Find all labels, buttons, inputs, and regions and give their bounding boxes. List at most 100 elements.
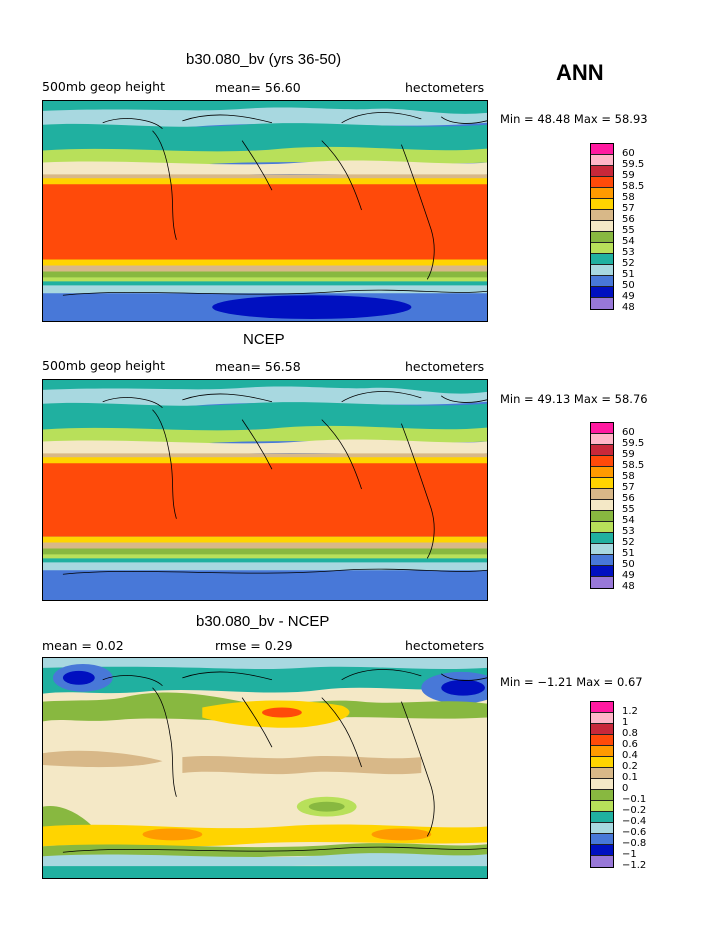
panel2-swatch <box>591 478 613 489</box>
panel2-swatch <box>591 544 613 555</box>
panel2-swatch <box>591 533 613 544</box>
panel2-swatch <box>591 566 613 577</box>
colorbar-label: 52 <box>622 537 635 548</box>
panel3-swatch <box>591 702 613 713</box>
colorbar-label: 48 <box>622 581 635 592</box>
colorbar-label: 56 <box>622 493 635 504</box>
colorbar-label: 53 <box>622 526 635 537</box>
panel2-variable-label: 500mb geop height <box>42 358 165 373</box>
colorbar-label: 57 <box>622 203 635 214</box>
panel3-swatch <box>591 812 613 823</box>
panel2-colorbar <box>590 422 614 589</box>
panel3-swatch <box>591 856 613 867</box>
colorbar-label: 1 <box>622 717 629 728</box>
panel3-minmax-label: Min = −1.21 Max = 0.67 <box>500 675 643 689</box>
colorbar-label: 0.1 <box>622 772 638 783</box>
colorbar-label: 51 <box>622 548 635 559</box>
panel3-swatch <box>591 713 613 724</box>
panel3-swatch <box>591 746 613 757</box>
panel1-swatch <box>591 199 613 210</box>
panel3-colorbar-labels: 1.2 1 0.8 0.6 0.4 0.2 0.1 0 −0.1 −0.2 −0… <box>622 706 646 871</box>
colorbar-label: 58 <box>622 471 635 482</box>
colorbar-label: 59.5 <box>622 438 645 449</box>
panel2-swatch <box>591 489 613 500</box>
colorbar-label: 49 <box>622 291 635 302</box>
colorbar-label: 58.5 <box>622 181 645 192</box>
panel3-rmse-label: rmse = 0.29 <box>215 638 293 653</box>
colorbar-label: 0.4 <box>622 750 638 761</box>
panel3-units-label: hectometers <box>405 638 485 653</box>
panel1-mean-label: mean= 56.60 <box>215 80 301 95</box>
panel1-colorbar <box>590 143 614 310</box>
panel3-colorbar <box>590 701 614 868</box>
panel2-swatch <box>591 511 613 522</box>
colorbar-label: 52 <box>622 258 635 269</box>
colorbar-label: 60 <box>622 148 635 159</box>
panel1-swatch <box>591 276 613 287</box>
panel3-swatch <box>591 724 613 735</box>
panel2-title: NCEP <box>243 331 285 348</box>
colorbar-label: 0.2 <box>622 761 638 772</box>
panel1-swatch <box>591 243 613 254</box>
panel1-title: b30.080_bv (yrs 36-50) <box>186 51 342 68</box>
panel2-swatch <box>591 522 613 533</box>
panel1-units-label: hectometers <box>405 80 485 95</box>
panel1-swatch <box>591 254 613 265</box>
colorbar-label: 59 <box>622 170 635 181</box>
panel1-swatch <box>591 188 613 199</box>
panel1-swatch <box>591 221 613 232</box>
colorbar-label: −1.2 <box>622 860 647 871</box>
colorbar-label: 50 <box>622 280 635 291</box>
colorbar-label: 55 <box>622 225 635 236</box>
colorbar-label: 58.5 <box>622 460 645 471</box>
panel3-swatch <box>591 845 613 856</box>
season-label: ANN <box>556 60 604 85</box>
colorbar-label: 53 <box>622 247 635 258</box>
colorbar-label: −1 <box>622 849 637 860</box>
colorbar-label: 56 <box>622 214 635 225</box>
colorbar-label: −0.8 <box>622 838 647 849</box>
colorbar-label: 59.5 <box>622 159 645 170</box>
colorbar-label: 57 <box>622 482 635 493</box>
panel3-swatch <box>591 757 613 768</box>
panel1-swatch <box>591 210 613 221</box>
panel2-swatch <box>591 456 613 467</box>
panel2-colorbar-labels: 60 59.5 59 58.5 58 57 56 55 54 53 52 51 … <box>622 427 644 592</box>
panel1-swatch <box>591 144 613 155</box>
colorbar-label: −0.2 <box>622 805 647 816</box>
panel2-swatch <box>591 577 613 588</box>
panel1-swatch <box>591 155 613 166</box>
panel1-swatch <box>591 287 613 298</box>
colorbar-label: 50 <box>622 559 635 570</box>
colorbar-label: 51 <box>622 269 635 280</box>
colorbar-label: 58 <box>622 192 635 203</box>
panel1-map <box>42 100 488 322</box>
panel2-swatch <box>591 423 613 434</box>
panel1-swatch <box>591 265 613 276</box>
colorbar-label: 54 <box>622 515 635 526</box>
panel3-swatch <box>591 779 613 790</box>
colorbar-label: −0.4 <box>622 816 647 827</box>
panel3-map <box>42 657 488 879</box>
panel3-title: b30.080_bv - NCEP <box>196 613 330 630</box>
colorbar-label: 59 <box>622 449 635 460</box>
colorbar-label: 54 <box>622 236 635 247</box>
panel2-contour-field <box>43 380 487 600</box>
colorbar-label: 1.2 <box>622 706 638 717</box>
panel1-colorbar-labels: 60 59.5 59 58.5 58 57 56 55 54 53 52 51 … <box>622 148 644 313</box>
panel3-swatch <box>591 768 613 779</box>
panel3-contour-field <box>43 658 487 878</box>
panel2-units-label: hectometers <box>405 359 485 374</box>
panel2-swatch <box>591 445 613 456</box>
panel1-swatch <box>591 298 613 309</box>
colorbar-label: 0.6 <box>622 739 638 750</box>
panel1-contour-field <box>43 101 487 321</box>
panel2-swatch <box>591 555 613 566</box>
panel3-mean-label: mean = 0.02 <box>42 638 124 653</box>
panel2-swatch <box>591 434 613 445</box>
panel2-map <box>42 379 488 601</box>
colorbar-label: 0.8 <box>622 728 638 739</box>
colorbar-label: −0.6 <box>622 827 647 838</box>
colorbar-label: 55 <box>622 504 635 515</box>
panel1-swatch <box>591 166 613 177</box>
